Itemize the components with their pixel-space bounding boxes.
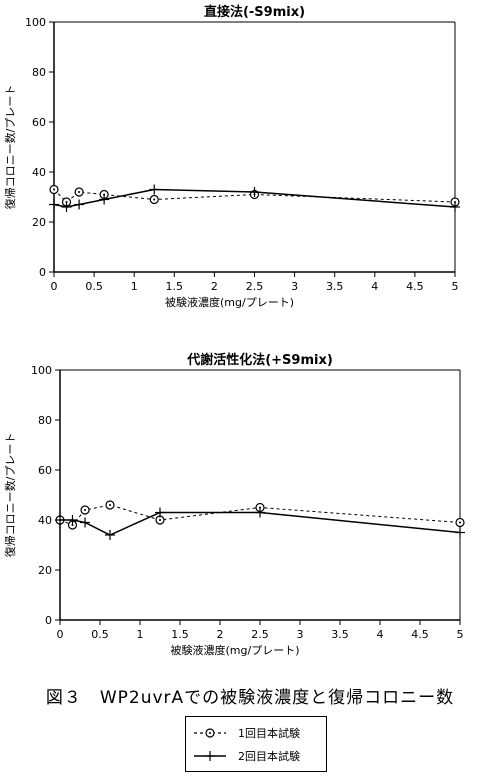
y-tick-label: 80 xyxy=(32,66,46,79)
legend-item-1: 1回目本試験 xyxy=(194,726,300,740)
y-tick-label: 0 xyxy=(39,266,46,279)
y-tick-label: 40 xyxy=(32,166,46,179)
x-axis-label: 被験液濃度(mg/プレート) xyxy=(165,295,294,309)
x-tick-label: 1 xyxy=(137,628,144,641)
legend-svg: 1回目本試験 2回目本試験 xyxy=(194,726,300,763)
y-axis-label: 復帰コロニー数/プレート xyxy=(4,433,17,558)
series-2-point xyxy=(105,530,115,540)
x-tick-label: 3.5 xyxy=(331,628,349,641)
x-tick-label: 4.5 xyxy=(406,280,424,293)
series-1-point xyxy=(74,187,84,197)
x-tick-label: 3.5 xyxy=(326,280,344,293)
x-tick-label: 4 xyxy=(377,628,384,641)
series-2-point xyxy=(249,187,260,197)
x-tick-label: 1.5 xyxy=(166,280,184,293)
chart-metabolic-activation: 代謝活性化法(+S9mix) 0 0.5 1 1.5 2 2.5 3 3.5 4 4.5 5 0 20 40… xyxy=(4,352,465,657)
x-tick-label: 2.5 xyxy=(246,280,264,293)
y-tick-label: 0 xyxy=(45,614,52,627)
point-dot xyxy=(459,521,461,524)
legend: 1回目本試験 2回目本試験 xyxy=(185,716,327,772)
point-dot xyxy=(159,519,161,521)
x-tick-label: 2 xyxy=(217,628,224,641)
series-1-point xyxy=(105,500,115,510)
x-tick-label: 5 xyxy=(457,628,464,641)
y-tick-label: 80 xyxy=(38,414,52,427)
x-tick-label: 5 xyxy=(452,280,459,293)
point-dot xyxy=(109,504,111,506)
y-tick-label: 60 xyxy=(32,116,46,129)
x-tick-label: 4.5 xyxy=(411,628,429,641)
chart-direct-method: 直接法(-S9mix) 0 0.5 1 1.5 2 2.5 3 3.5 4 4.5 5 0 20 40 60 8… xyxy=(4,4,460,309)
series-1-point xyxy=(455,517,465,528)
y-axis-label: 復帰コロニー数/プレート xyxy=(4,85,17,210)
series-2-point xyxy=(55,515,65,525)
series-2-point xyxy=(149,184,160,195)
x-tick-label: 4 xyxy=(371,280,378,293)
x-tick-label: 1 xyxy=(131,280,138,293)
series-2-point xyxy=(80,517,91,528)
series-1-point xyxy=(149,194,159,205)
series-2-point xyxy=(255,507,265,518)
series-2-point xyxy=(450,202,460,212)
series-2-point xyxy=(155,507,165,518)
x-tick-label: 0 xyxy=(51,280,58,293)
x-tick-label: 1.5 xyxy=(171,628,189,641)
legend-item-2: 2回目本試験 xyxy=(194,749,300,763)
x-tick-label: 3 xyxy=(291,280,298,293)
figure-caption: 図３ WP2uvrAでの被験液濃度と復帰コロニー数 xyxy=(45,688,455,708)
y-tick-label: 100 xyxy=(31,364,52,377)
x-tick-label: 2 xyxy=(211,280,218,293)
x-tick-label: 2.5 xyxy=(251,628,269,641)
series-2-point xyxy=(74,199,85,210)
point-dot xyxy=(153,198,156,201)
point-dot xyxy=(78,191,81,193)
y-tick-label: 40 xyxy=(38,514,52,527)
y-tick-label: 100 xyxy=(25,16,46,29)
legend-label-1: 1回目本試験 xyxy=(238,726,300,740)
series-1-point xyxy=(49,184,59,195)
y-tick-label: 20 xyxy=(32,216,46,229)
x-tick-label: 0 xyxy=(57,628,64,641)
series-1-point xyxy=(80,505,90,515)
series-2-point xyxy=(61,202,72,212)
series-2-point xyxy=(49,199,59,210)
point-dot xyxy=(84,509,87,511)
series-2-point xyxy=(455,527,465,538)
x-tick-label: 0.5 xyxy=(91,628,109,641)
x-tick-label: 3 xyxy=(297,628,304,641)
point-dot xyxy=(53,188,55,191)
legend-marker-dot xyxy=(209,732,211,734)
y-tick-label: 20 xyxy=(38,564,52,577)
chart-title: 直接法(-S9mix) xyxy=(204,4,305,20)
legend-label-2: 2回目本試験 xyxy=(238,749,300,763)
x-tick-label: 0.5 xyxy=(85,280,103,293)
x-axis-label: 被験液濃度(mg/プレート) xyxy=(171,643,300,657)
chart-title: 代謝活性化法(+S9mix) xyxy=(186,352,333,368)
y-tick-label: 60 xyxy=(38,464,52,477)
series-2-point xyxy=(99,194,110,205)
series-2-point xyxy=(67,515,78,525)
